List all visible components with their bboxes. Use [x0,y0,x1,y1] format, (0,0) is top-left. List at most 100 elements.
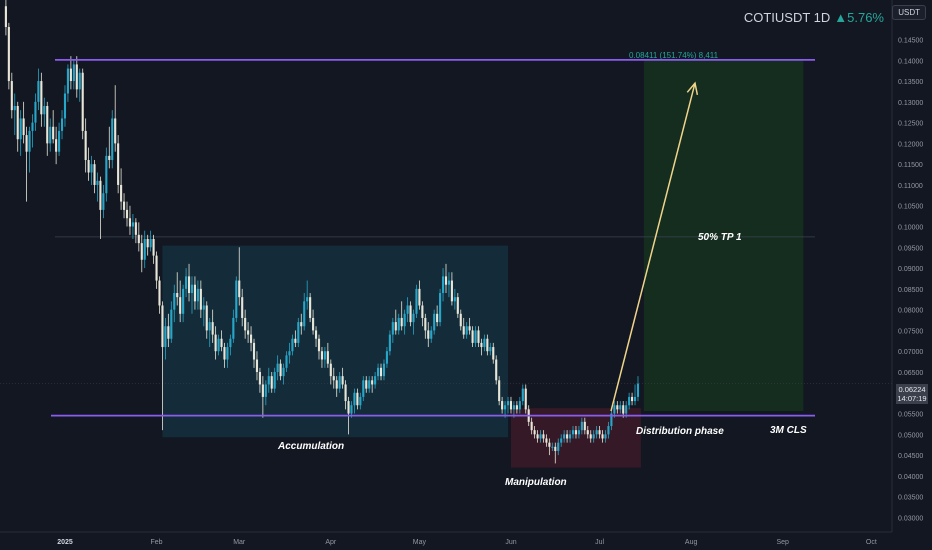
currency-button[interactable]: USDT [892,5,926,20]
y-tick-label: 0.03000 [898,515,923,522]
candle-body [456,297,459,314]
candle-body [63,93,67,119]
candle-body [202,305,205,310]
x-tick-label: Feb [151,539,163,546]
candle-body [628,396,631,406]
candle-body [52,126,55,140]
candle-body [477,330,480,343]
candle-body [566,434,569,439]
candle-body [571,430,575,435]
candle-body [258,371,261,385]
candle-body [385,351,388,364]
accumulation-label: Accumulation [278,441,345,452]
projection-arrowhead [686,81,699,96]
candle-body [595,430,598,435]
candle-body [403,313,406,327]
candle-body [374,376,377,385]
candle-body [252,342,256,360]
candle-body [604,434,607,439]
candle-body [436,313,439,323]
candle-body [199,288,202,310]
candle-body [430,330,433,339]
candle-body [125,209,129,219]
candle-body [329,363,332,377]
candle-body [117,143,120,185]
candle-body [176,293,179,298]
candle-body [619,405,622,410]
candle-body [489,347,492,352]
candle-body [377,367,380,377]
candle-body [501,401,504,410]
candle-body [16,105,19,140]
candle-body [4,6,7,28]
candle-body [610,413,613,427]
candle-body [636,383,640,397]
candle-body [217,338,220,352]
candle-body [72,64,75,82]
candle-body [465,326,468,335]
candle-body [140,243,143,260]
candle-body [391,322,394,335]
candle-body [294,338,297,343]
candle-body [81,72,84,131]
candle-body [10,81,13,111]
y-tick-label: 0.04000 [898,474,923,481]
y-tick-label: 0.10000 [898,225,923,232]
candle-body [232,317,235,339]
candle-body [427,330,430,339]
candle-body [498,380,501,402]
candle-body [418,288,421,306]
candle-body [548,442,551,447]
y-tick-label: 0.08000 [898,308,923,315]
candle-body [247,330,250,335]
candle-body [264,384,267,397]
y-tick-label: 0.14000 [898,58,923,65]
candle-body [241,297,244,318]
candle-body [161,305,164,348]
candle-body [93,164,96,185]
candle-body [326,351,329,364]
candle-body [312,317,315,331]
target-measure-label: 0.08411 (151.74%) 8,411 [629,51,719,60]
candle-body [99,180,102,210]
candle-body [279,363,282,377]
candle-body [131,222,134,227]
candle-body [214,334,217,352]
candle-body [28,130,31,152]
candle-body [255,359,259,372]
y-tick-label: 0.08500 [898,287,923,294]
last-price-value: 0.06224 [898,385,926,394]
candle-body [300,322,303,327]
candle-body [542,434,545,439]
y-tick-label: 0.09000 [898,266,923,273]
candle-body [515,405,518,410]
candle-body [580,421,583,431]
candle-body [223,347,226,360]
x-tick-label: Jul [595,539,604,546]
candle-body [7,27,10,82]
candle-body [69,68,72,82]
candle-body [155,255,158,281]
candle-body [134,222,137,235]
candle-body [31,122,34,131]
candle-body [190,284,194,294]
candle-body [152,238,155,256]
candle-body [55,139,58,152]
candle-body [409,305,412,323]
candle-body [75,64,78,90]
candle-body [344,384,347,402]
candle-body [530,421,533,431]
candle-body [122,201,126,210]
candle-body [229,338,232,348]
candle-body [273,371,276,389]
candle-body [353,392,356,406]
y-tick-label: 0.10500 [898,204,923,211]
candle-body [424,317,427,331]
candle-body [49,126,52,144]
candle-body [167,326,170,339]
candle-body [557,442,560,451]
candle-body [182,288,185,314]
distribution-label: Distribution phase [636,426,724,437]
